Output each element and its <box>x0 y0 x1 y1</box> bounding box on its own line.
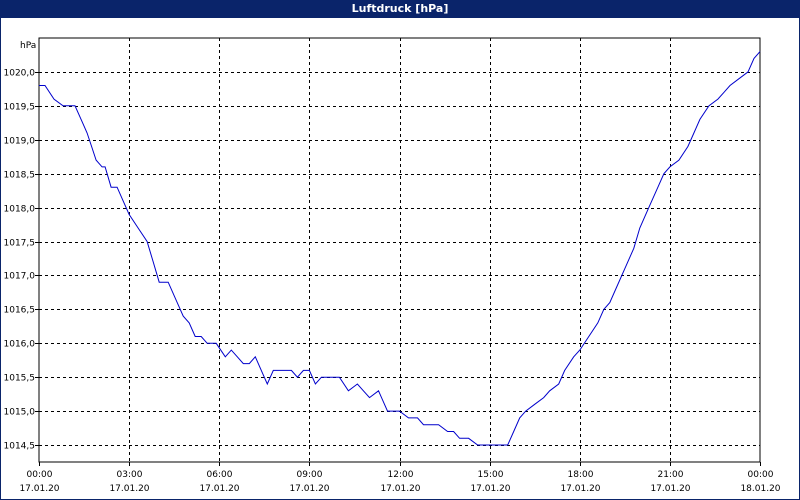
x-tick-date-label: 17.01.20 <box>560 484 600 494</box>
y-unit-label: hPa <box>20 41 36 51</box>
x-tick-time-label: 15:00 <box>478 470 504 480</box>
x-tick-time-label: 12:00 <box>388 470 414 480</box>
x-tick-date-label: 17.01.20 <box>380 484 420 494</box>
y-tick-label: 1015,0 <box>4 408 36 418</box>
chart-title: Luftdruck [hPa] <box>0 0 800 18</box>
y-tick-label: 1017,0 <box>4 272 36 282</box>
x-tick-time-label: 06:00 <box>207 470 233 480</box>
x-tick-date-label: 18.01.20 <box>740 484 780 494</box>
y-axis: 1014,5 1015,0 1015,5 1016,0 1016,5 1017,0 1017… <box>4 69 39 452</box>
x-tick-date-label: 17.01.20 <box>289 484 329 494</box>
y-tick-label: 1015,5 <box>4 374 36 384</box>
y-tick-label: 1020,0 <box>4 69 36 79</box>
y-tick-label: 1018,5 <box>4 171 36 181</box>
y-tick-label: 1019,5 <box>4 103 36 113</box>
y-tick-label: 1018,0 <box>4 205 36 215</box>
y-tick-label: 1016,0 <box>4 340 36 350</box>
x-axis: 00:00 17.01.20 03:00 17.01.20 06:00 17.01.20 0… <box>19 462 781 494</box>
pressure-series-line <box>39 51 761 446</box>
x-tick-time-label: 09:00 <box>297 470 323 480</box>
grid-lines <box>39 38 760 462</box>
y-tick-label: 1014,5 <box>4 442 36 452</box>
x-tick-date-label: 17.01.20 <box>470 484 510 494</box>
x-tick-date-label: 17.01.20 <box>109 484 149 494</box>
y-tick-label: 1019,0 <box>4 137 36 147</box>
plot-area-border <box>38 37 761 463</box>
x-tick-date-label: 17.01.20 <box>199 484 239 494</box>
x-tick-date-label: 17.01.20 <box>650 484 690 494</box>
x-tick-date-label: 17.01.20 <box>19 484 59 494</box>
x-tick-time-label: 18:00 <box>568 470 594 480</box>
x-tick-time-label: 03:00 <box>117 470 143 480</box>
x-tick-time-label: 00:00 <box>748 470 774 480</box>
y-tick-label: 1017,5 <box>4 239 36 249</box>
x-tick-time-label: 00:00 <box>27 470 53 480</box>
x-tick-time-label: 21:00 <box>658 470 684 480</box>
y-tick-label: 1016,5 <box>4 306 36 316</box>
